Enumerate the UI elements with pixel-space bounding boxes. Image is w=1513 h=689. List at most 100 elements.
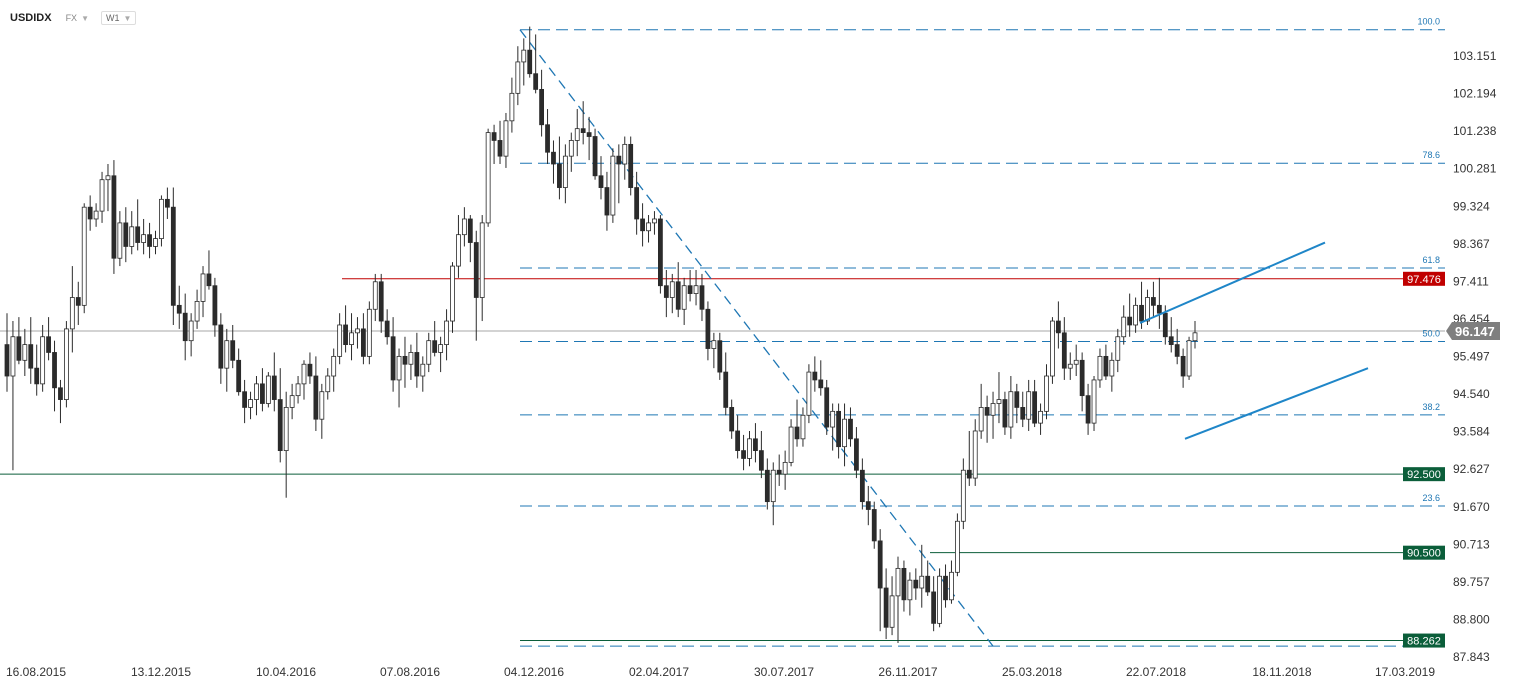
candle — [865, 485, 871, 526]
candle — [681, 277, 687, 325]
candle — [1192, 321, 1198, 349]
candle — [551, 140, 556, 184]
candle-body — [895, 567, 901, 597]
level-tag-text: 97.476 — [1407, 274, 1441, 286]
candle-body — [473, 242, 479, 298]
candle — [277, 368, 283, 463]
candle — [1079, 352, 1085, 412]
candle-body — [331, 355, 337, 377]
candle-body — [693, 285, 699, 294]
trend-lines[interactable] — [1139, 241, 1369, 440]
candle — [289, 383, 295, 420]
candle — [509, 77, 515, 133]
candle — [937, 568, 942, 628]
y-tick-label: 94.540 — [1453, 387, 1490, 401]
candle — [990, 391, 996, 439]
candle — [788, 419, 794, 467]
y-tick-label: 102.194 — [1453, 87, 1497, 101]
candle-body — [675, 281, 681, 310]
candle-body — [111, 175, 117, 259]
fib-label-4: 38.2 — [1422, 402, 1440, 412]
x-tick-label: 04.12.2016 — [504, 665, 564, 679]
y-tick-label: 101.238 — [1453, 124, 1497, 138]
candle-body — [366, 308, 372, 357]
candle-body — [283, 407, 289, 452]
candle — [848, 407, 853, 447]
candle-body — [75, 297, 81, 306]
candle — [28, 317, 34, 384]
candle-body — [153, 238, 158, 247]
fib-label-5: 23.6 — [1422, 493, 1440, 503]
candle-body — [580, 128, 586, 133]
candle — [592, 128, 598, 180]
market-label[interactable]: FX — [65, 13, 78, 23]
candle-body — [444, 320, 449, 346]
candle-body — [384, 320, 390, 338]
level-tag-bg — [1403, 271, 1445, 286]
candle — [444, 309, 449, 361]
candle-body — [568, 140, 574, 157]
candle — [331, 348, 337, 392]
candle-body — [325, 375, 331, 393]
candle — [919, 544, 925, 608]
candle-body — [22, 344, 28, 361]
y-tick-label: 87.843 — [1453, 650, 1490, 664]
candle-body — [1115, 336, 1121, 361]
fibonacci-retracement[interactable]: 100.078.661.850.038.223.60.0 — [519, 17, 1445, 647]
candle-body — [349, 332, 354, 346]
candle-body — [764, 469, 770, 503]
candle — [652, 211, 657, 235]
candle — [254, 376, 259, 416]
candle-body — [396, 355, 402, 381]
candle — [925, 560, 931, 596]
candle-body — [586, 132, 592, 137]
candle — [87, 195, 93, 231]
candle-body — [503, 120, 509, 157]
chart-header: USDIDX FX ▼ W1 ▼ — [10, 8, 137, 28]
candle-body — [40, 336, 46, 385]
candle-body — [634, 187, 640, 220]
candle-body — [426, 340, 432, 365]
candle — [521, 38, 527, 86]
candle — [396, 348, 402, 408]
candle-body — [69, 297, 75, 330]
candle-body — [135, 226, 141, 243]
candle — [141, 218, 147, 255]
candle-body — [10, 336, 16, 377]
level-tag-text: 88.262 — [1407, 636, 1441, 648]
candle-body — [705, 308, 711, 349]
candle — [830, 403, 836, 451]
candle — [1091, 376, 1097, 431]
current-price-tag-text: 96.147 — [1455, 324, 1495, 339]
candle — [390, 317, 396, 392]
candle — [764, 458, 770, 510]
market-dropdown-icon[interactable]: ▼ — [81, 13, 89, 23]
candle-body — [242, 391, 248, 408]
candle-body — [64, 328, 69, 400]
candle-body — [747, 438, 752, 459]
candle-body — [753, 438, 758, 452]
candle — [960, 458, 966, 530]
candle — [52, 340, 57, 412]
candle — [1121, 305, 1127, 345]
timeframe-select[interactable]: W1 ▼ — [101, 11, 137, 25]
y-axis: 103.151 102.194 101.238 100.281 99.324 98.367… — [1453, 49, 1497, 664]
candle-body — [355, 328, 360, 334]
candle — [1008, 376, 1014, 439]
candle — [842, 403, 847, 467]
candle-body — [218, 324, 224, 369]
level-tag-bg — [1403, 467, 1445, 482]
candle — [111, 160, 117, 274]
candle — [236, 348, 242, 396]
candle-body — [1180, 355, 1186, 377]
y-tick-label: 93.584 — [1453, 425, 1490, 439]
candle — [640, 203, 645, 247]
candle — [758, 430, 764, 479]
candle-body — [1156, 304, 1162, 314]
candle-body — [770, 469, 776, 503]
x-tick-label: 30.07.2017 — [754, 665, 814, 679]
candle — [349, 313, 354, 361]
candle — [200, 266, 206, 318]
candle — [598, 156, 604, 200]
